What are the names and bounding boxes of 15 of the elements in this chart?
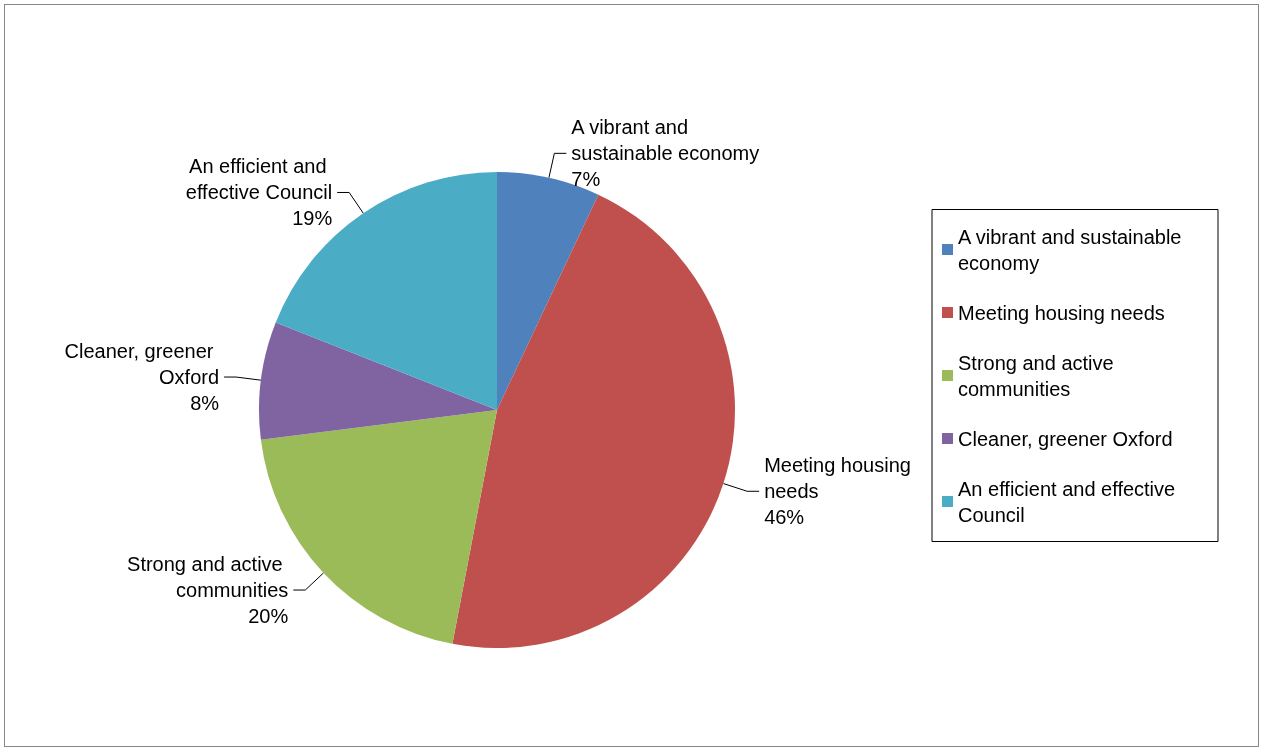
slice-label: Strong and active communities: [127, 553, 289, 602]
data-label: 46%: [764, 506, 805, 529]
data-label: 19%: [292, 207, 333, 230]
legend-label: A vibrant and sustainable economy: [958, 225, 1188, 274]
slice-label: A vibrant and sustainable economy: [571, 116, 760, 165]
legend-label: Cleaner, greener Oxford: [958, 427, 1173, 450]
data-label: 8%: [190, 392, 220, 415]
legend-label: An efficient and effective Council: [958, 477, 1181, 526]
data-label: 20%: [248, 605, 289, 628]
slice-label: Meeting housing needs: [764, 454, 917, 503]
slice-label: An efficient and effective Council: [185, 155, 333, 204]
slice-label: Cleaner, greener Oxford: [64, 340, 220, 389]
legend-label: Meeting housing needs: [958, 301, 1165, 324]
data-label: 7%: [571, 168, 601, 191]
legend-label: Strong and active communities: [958, 351, 1120, 400]
